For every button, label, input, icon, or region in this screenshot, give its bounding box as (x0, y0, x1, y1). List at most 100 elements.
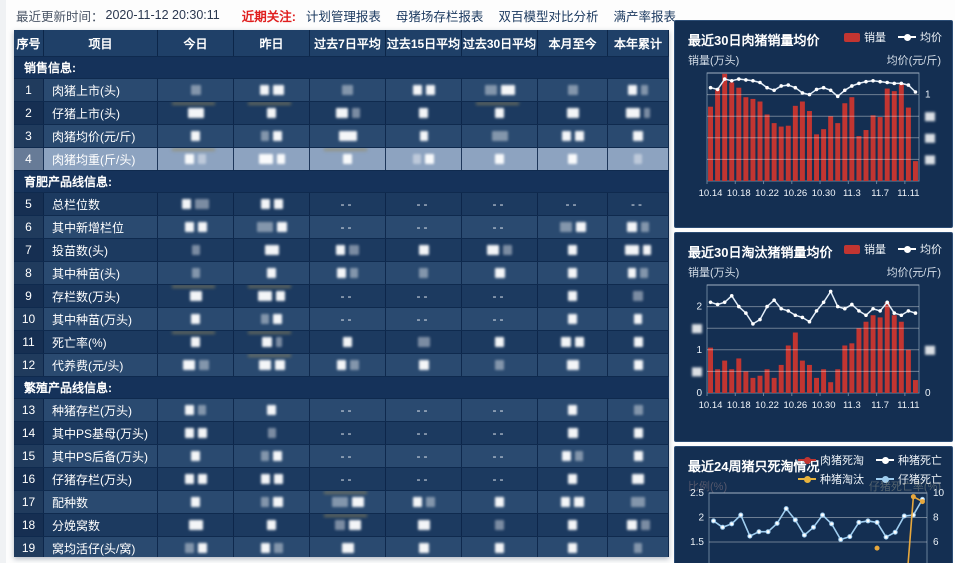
redacted-value (258, 291, 272, 301)
column-header: 项目 (44, 30, 158, 56)
svg-text:10.30: 10.30 (812, 188, 836, 199)
value-cell (462, 491, 538, 513)
value-cell: -- (462, 399, 538, 421)
redacted-value (625, 245, 639, 255)
nav-link-capacity-report[interactable]: 满产率报表 (613, 9, 676, 24)
value-cell (386, 354, 462, 376)
value-cell: -- (310, 193, 386, 215)
value-cell (608, 422, 669, 444)
nav-link-sow-farm-report[interactable]: 母猪场存栏报表 (395, 9, 484, 24)
redacted-value (273, 474, 283, 484)
redacted-value (559, 222, 572, 232)
table-row[interactable]: 2 仔猪上市(头) (14, 101, 669, 124)
redacted-value (276, 291, 285, 301)
table-row[interactable]: 17 配种数 (14, 490, 669, 513)
table-row[interactable]: 15 其中PS后备(万头) -- -- -- (14, 444, 669, 467)
table-row[interactable]: 19 窝均活仔(头/窝) (14, 536, 669, 557)
table-row[interactable]: 6 其中新增栏位 -- -- -- (14, 215, 669, 238)
redacted-value (272, 85, 284, 95)
table-row[interactable]: 1 肉猪上市(头) (14, 78, 669, 101)
legend-item-均价[interactable]: 均价 (898, 241, 942, 257)
value-cell (608, 308, 669, 330)
row-number: 18 (14, 514, 44, 536)
table-row[interactable]: 4 肉猪均重(斤/头) (14, 147, 669, 170)
row-label: 仔猪上市(头) (44, 102, 158, 124)
column-header: 过去15日平均 (386, 30, 462, 56)
table-row[interactable]: 5 总栏位数 -- -- -- -- -- (14, 192, 669, 215)
legend-item-种猪淘汰[interactable]: 种猪淘汰 (798, 471, 864, 487)
redacted-value (644, 108, 650, 118)
redacted-value (633, 337, 643, 347)
redacted-value (418, 360, 429, 370)
axis-labels: 比例(%) 仔猪死亡率(%) (688, 478, 941, 494)
cull-pig-sales-chart: 210 010.14 10.18 10.22 10.26 10.30 11.3 11.7 11.… (692, 284, 935, 411)
chart-title: 最近30日肉猪销量均价 (688, 33, 820, 48)
redacted-value (189, 291, 202, 301)
value-cell: -- (310, 285, 386, 307)
table-row[interactable]: 11 死亡率(%) (14, 330, 669, 353)
redacted-value (495, 360, 504, 370)
redacted-value (198, 405, 206, 415)
redacted-value (191, 497, 200, 507)
redacted-value (197, 543, 207, 553)
table-row[interactable]: 12 代养费(元/头) (14, 353, 669, 376)
table-row[interactable]: 7 投苗数(头) (14, 238, 669, 261)
nav-link-plan-report[interactable]: 计划管理报表 (305, 9, 381, 24)
row-number: 4 (14, 148, 44, 170)
value-cell (310, 514, 386, 536)
value-cell (608, 514, 669, 536)
legend-item-均价[interactable]: 均价 (898, 29, 942, 45)
table-row[interactable]: 14 其中PS基母(万头) -- -- -- (14, 421, 669, 444)
value-cell (234, 514, 310, 536)
table-row[interactable]: 3 肉猪均价(元/斤) (14, 124, 669, 147)
svg-text:10.22: 10.22 (755, 188, 779, 199)
legend-item-仔猪死亡[interactable]: 仔猪死亡 (876, 471, 942, 487)
table-row[interactable]: 18 分娩窝数 (14, 513, 669, 536)
value-cell (310, 102, 386, 124)
row-number: 9 (14, 285, 44, 307)
pig-sales-chart: 1 10.14 10.18 10.22 10.26 10.30 11.3 11.7 11.11 (699, 72, 935, 199)
redacted-value (575, 337, 584, 347)
table-row[interactable]: 8 其中种苗(头) (14, 261, 669, 284)
row-label: 仔猪存栏(万头) (44, 468, 158, 490)
svg-text:10.26: 10.26 (783, 400, 807, 411)
value-cell (158, 262, 234, 284)
svg-text:2: 2 (698, 513, 704, 524)
bar-swatch-icon (844, 244, 860, 254)
value-cell (234, 148, 310, 170)
legend-label: 均价 (920, 32, 942, 44)
value-cell: -- (462, 445, 538, 467)
redacted-value (260, 474, 270, 484)
value-cell (234, 491, 310, 513)
row-number: 19 (14, 537, 44, 557)
redacted-value (273, 131, 282, 141)
value-cell (234, 193, 310, 215)
table-row[interactable]: 16 仔猪存栏(万头) -- -- -- (14, 467, 669, 490)
value-cell (538, 331, 608, 353)
redacted-value (198, 154, 206, 164)
value-cell: -- (310, 399, 386, 421)
legend-label: 销量 (864, 32, 886, 44)
table-row[interactable]: 13 种猪存栏(万头) -- -- -- (14, 398, 669, 421)
value-cell (608, 537, 669, 557)
value-cell (462, 514, 538, 536)
legend-item-销量[interactable]: 销量 (844, 241, 886, 257)
value-cell (234, 331, 310, 353)
redacted-value (567, 85, 578, 95)
value-cell (158, 537, 234, 557)
table-row[interactable]: 10 其中种苗(万头) -- -- -- (14, 307, 669, 330)
legend-item-销量[interactable]: 销量 (844, 29, 886, 45)
redacted-value (495, 108, 504, 118)
redacted-value (260, 497, 269, 507)
legend-item-种猪死亡[interactable]: 种猪死亡 (876, 452, 942, 468)
value-cell (462, 79, 538, 101)
value-cell (386, 125, 462, 147)
legend-item-肉猪死淘[interactable]: 肉猪死淘 (798, 452, 864, 468)
redacted-value (568, 474, 577, 484)
nav-link-model-compare[interactable]: 双百模型对比分析 (498, 9, 599, 24)
value-cell: -- (462, 468, 538, 490)
table-row[interactable]: 9 存栏数(万头) -- -- -- (14, 284, 669, 307)
value-cell (310, 354, 386, 376)
value-cell (608, 102, 669, 124)
redacted-value (412, 85, 422, 95)
